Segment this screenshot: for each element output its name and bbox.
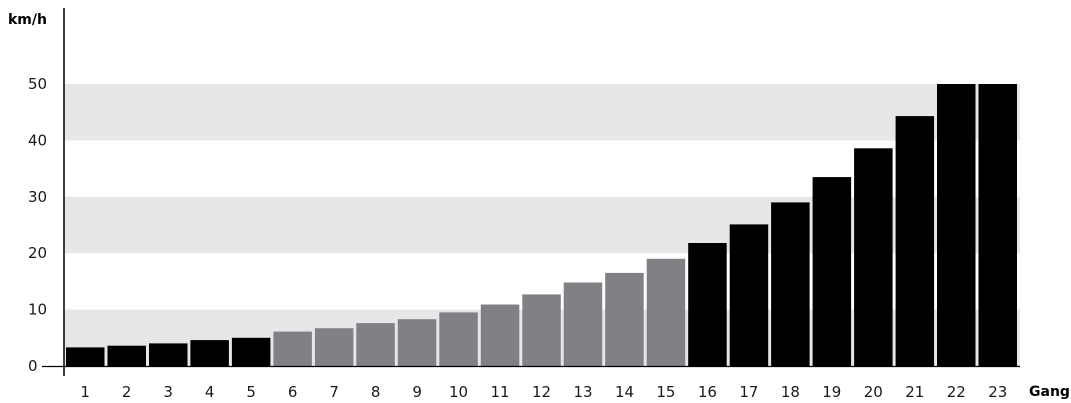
x-tick-label: 20: [864, 383, 883, 401]
x-tick-labels: 1 2 3 4 5 6 7 8 9 10 11 12 13 14 15 16 17 18 19 20 21 22 23: [80, 383, 1007, 401]
bar-gear-12: [522, 294, 561, 366]
y-tick-label: 50: [28, 75, 47, 93]
bar-gear-10: [439, 312, 478, 366]
bar-gear-21: [895, 116, 935, 366]
bar-gear-13: [563, 282, 603, 366]
y-tick-label: 30: [28, 188, 47, 206]
y-tick-label: 10: [28, 301, 47, 319]
x-tick-label: 6: [288, 383, 298, 401]
x-tick-label: 7: [329, 383, 339, 401]
bar-gear-2: [107, 345, 146, 366]
grid-band: [64, 84, 1020, 141]
bar-gear-1: [66, 347, 105, 366]
bar-gear-6: [273, 331, 312, 366]
bar-gear-8: [356, 323, 395, 366]
bar-gear-4: [190, 340, 229, 366]
y-axis-title: km/h: [8, 12, 47, 28]
bar-gear-20: [854, 148, 893, 366]
bar-gear-5: [231, 337, 271, 366]
bar-gear-23: [978, 84, 1017, 366]
x-tick-label: 11: [490, 383, 509, 401]
axes: [42, 8, 1020, 376]
x-tick-label: 18: [781, 383, 800, 401]
bar-gear-9: [397, 319, 437, 366]
x-tick-label: 9: [412, 383, 422, 401]
x-tick-label: 14: [615, 383, 634, 401]
x-tick-label: 17: [739, 383, 758, 401]
x-tick-label: 16: [698, 383, 717, 401]
bars: [66, 84, 1017, 366]
bar-gear-7: [314, 328, 354, 366]
y-tick-labels: 0 10 20 30 40 50: [28, 75, 47, 375]
bar-gear-22: [937, 84, 976, 366]
y-tick-label: 40: [28, 131, 47, 149]
bar-gear-3: [149, 343, 188, 366]
bar-gear-17: [729, 224, 769, 366]
x-tick-label: 15: [656, 383, 675, 401]
bar-gear-19: [812, 177, 852, 366]
x-tick-label: 3: [163, 383, 173, 401]
x-axis-title: Gang: [1029, 384, 1070, 400]
bar-gear-15: [646, 258, 686, 366]
x-tick-label: 8: [371, 383, 381, 401]
x-tick-label: 23: [988, 383, 1007, 401]
x-tick-label: 12: [532, 383, 551, 401]
x-tick-label: 10: [449, 383, 468, 401]
x-tick-label: 2: [122, 383, 132, 401]
x-tick-label: 5: [246, 383, 256, 401]
y-tick-label: 0: [28, 357, 38, 375]
bar-gear-14: [605, 272, 644, 366]
x-tick-label: 22: [947, 383, 966, 401]
x-tick-label: 13: [573, 383, 592, 401]
x-tick-label: 19: [822, 383, 841, 401]
bar-gear-16: [688, 243, 727, 366]
x-tick-label: 21: [905, 383, 924, 401]
x-tick-label: 4: [205, 383, 215, 401]
y-tick-label: 20: [28, 244, 47, 262]
bar-gear-18: [771, 202, 810, 366]
bar-gear-11: [480, 304, 520, 366]
x-tick-label: 1: [80, 383, 90, 401]
